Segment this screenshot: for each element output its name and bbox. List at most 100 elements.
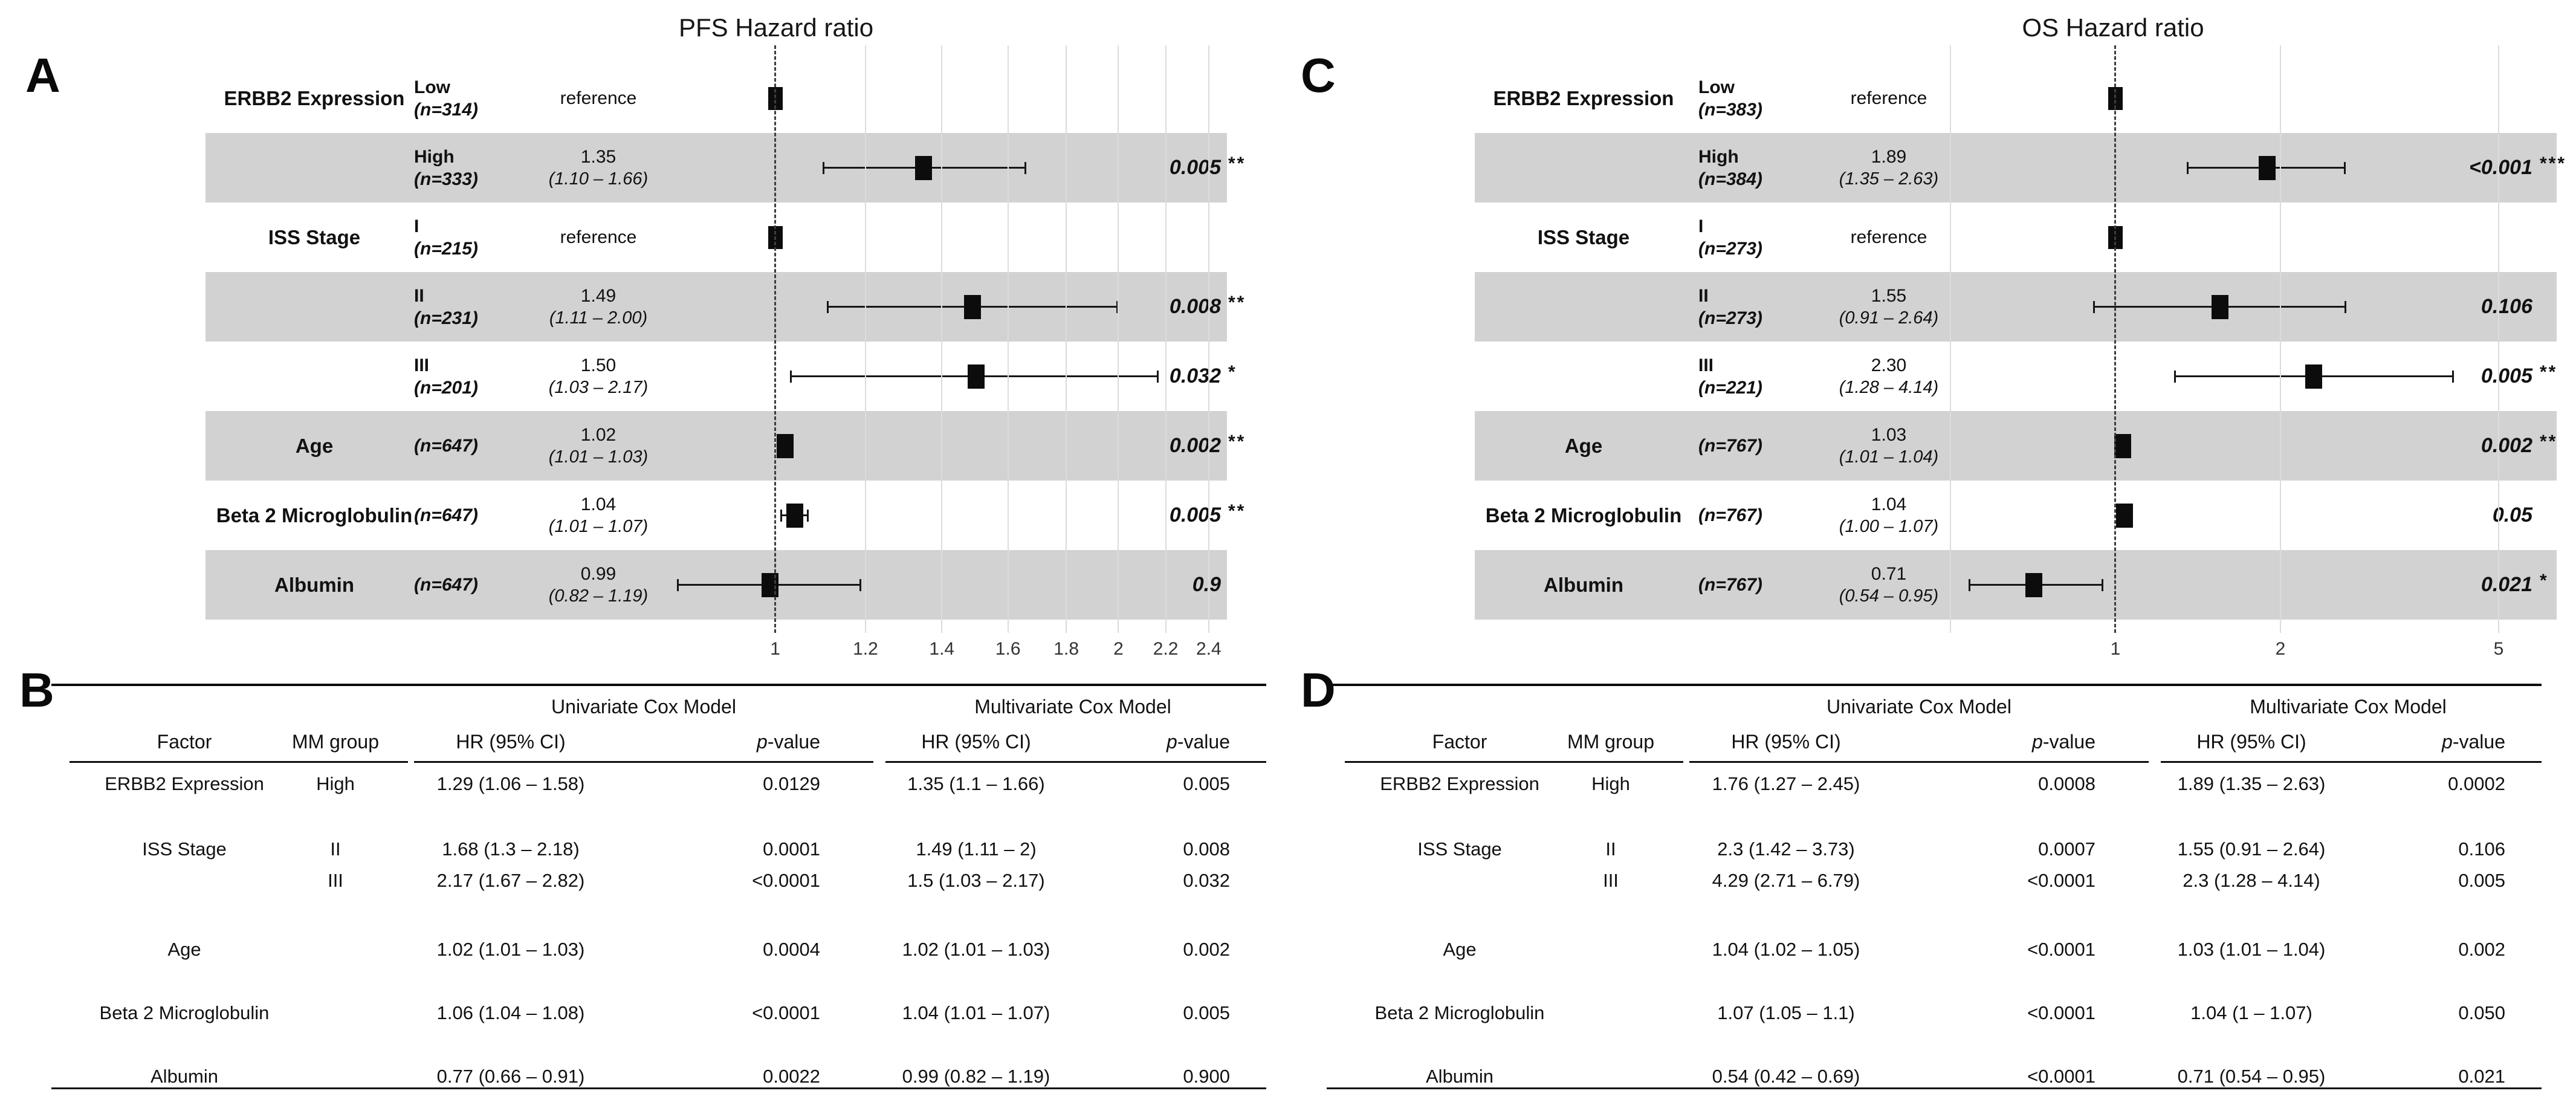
sample-size: (n=273) (1698, 308, 1762, 328)
p-value: <0.001 (2469, 156, 2532, 179)
column-header: HR (95% CI) (2196, 731, 2306, 753)
table-top-rule (1327, 684, 2542, 686)
ci-cap-left (789, 370, 792, 383)
stars-text: *** (2540, 153, 2567, 173)
table-cell: High (316, 773, 355, 794)
hr-value: 1.04 (1871, 494, 1907, 514)
factor-label: ISS Stage (1537, 225, 1630, 248)
ci-value: (1.11 – 2.00) (549, 308, 648, 328)
group-cell: (n=767) (1698, 411, 1810, 481)
group-cell: (n=647) (414, 411, 526, 481)
forest-marker (762, 572, 779, 597)
hr-value: 1.89 (1871, 146, 1907, 167)
table-cell: 0.0008 (2038, 773, 2095, 794)
factor-label: ERBB2 Expression (1493, 86, 1674, 109)
ci-cap-left (822, 161, 824, 174)
group-cell: II (n=231) (414, 272, 526, 342)
table-cell: <0.0001 (2027, 870, 2095, 891)
group-cell: I (n=215) (414, 202, 526, 272)
group-label: High (1698, 146, 1739, 167)
forest-row: III (n=221) 2.30 (1.28 – 4.14) 0.005 ** (1475, 342, 2557, 411)
axis-tick-label: 1 (2110, 639, 2121, 659)
table-cell: Beta 2 Microglobulin (1374, 1002, 1545, 1023)
hr-value: reference (560, 88, 637, 108)
factor-label: Albumin (1544, 573, 1623, 596)
hr-cell: 1.49 (1.11 – 2.00) (523, 272, 674, 342)
sample-size: (n=647) (414, 436, 478, 456)
factor-label: Age (295, 434, 334, 457)
factor-label: Albumin (274, 573, 354, 596)
stars-text: * (2540, 570, 2549, 591)
table-cell: 1.35 (1.1 – 1.66) (907, 773, 1045, 794)
table-cell: 0.002 (2458, 939, 2505, 960)
table-cell: ERBB2 Expression (105, 773, 264, 794)
table-cell: 0.008 (1183, 838, 1230, 860)
sample-size: (n=231) (414, 308, 478, 328)
table-cell: 0.0002 (2448, 773, 2505, 794)
column-header: HR (95% CI) (921, 731, 1031, 753)
forest-row: Age (n=647) 1.02 (1.01 – 1.03) 0.002 ** (205, 411, 1244, 481)
hr-value: 1.49 (580, 285, 616, 306)
p-header-italic: p (2442, 731, 2453, 753)
table-cell: 0.021 (2458, 1066, 2505, 1087)
table-cell: 0.71 (0.54 – 0.95) (2177, 1066, 2326, 1087)
stars-text: ** (1228, 153, 1246, 173)
ci-cap-right (1116, 300, 1119, 313)
hr-value: 2.30 (1871, 355, 1907, 375)
ci-cap-left (780, 509, 782, 522)
column-header: Factor (157, 731, 212, 753)
axis-tick-label: 2 (2275, 639, 2286, 659)
ci-cap-right (2343, 161, 2346, 174)
forest-row: High (n=333) 1.35 (1.10 – 1.66) 0.005 ** (205, 133, 1244, 202)
pfs-forest-plot: PFS Hazard ratio 1 1.2 1.4 1.6 1.8 2 2.2 2.4 ERB… (18, 0, 1251, 668)
forest-row: III (n=201) 1.50 (1.03 – 2.17) 0.032 * (205, 342, 1235, 411)
group-cell: Low (n=314) (414, 63, 526, 133)
table-bottom-rule (51, 1087, 1266, 1089)
ci-cap-left (2092, 300, 2095, 313)
hr-cell: 0.71 (0.54 – 0.95) (1810, 550, 1967, 620)
forest-plot-area (671, 272, 1227, 342)
panel-label-a: A (25, 48, 60, 102)
factor-label: ISS Stage (268, 225, 361, 248)
group-cell: I (n=273) (1698, 202, 1810, 272)
ci-cap-left (2187, 161, 2189, 174)
hr-value: 1.35 (580, 146, 616, 167)
hr-value: 1.04 (580, 494, 616, 514)
forest-row: Albumin (n=647) 0.99 (0.82 – 1.19) 0.9 (205, 550, 1227, 620)
ci-value: (1.03 – 2.17) (548, 377, 649, 397)
forest-marker (776, 433, 794, 458)
significance-stars: ** (1228, 481, 1246, 550)
plot-grid-layer: 1 2 5 (1934, 45, 2557, 668)
forest-marker (964, 294, 982, 319)
group-cell: II (n=273) (1698, 272, 1810, 342)
gridline (864, 45, 866, 633)
table-cell: 1.55 (0.91 – 2.64) (2177, 838, 2326, 860)
group-label: Low (1698, 77, 1735, 97)
significance-stars: * (1228, 342, 1237, 411)
forest-marker (2114, 433, 2131, 458)
ci-value: (1.01 – 1.03) (548, 447, 649, 467)
table-cell: 0.0004 (763, 939, 820, 960)
table-cell: 0.900 (1183, 1066, 1230, 1087)
table-cell: ISS Stage (142, 838, 227, 860)
table-cell: 0.0022 (763, 1066, 820, 1087)
hr-cell: 1.55 (0.91 – 2.64) (1810, 272, 1967, 342)
forest-plot-area (671, 411, 1227, 481)
forest-plot-area (671, 550, 1227, 620)
gridline (2497, 45, 2499, 633)
hr-cell: 1.03 (1.01 – 1.04) (1810, 411, 1967, 481)
ci-value: (1.01 – 1.04) (1839, 447, 1939, 467)
p-header-rest: -value (2452, 731, 2505, 753)
table-top-rule (51, 684, 1266, 686)
table-cell: 0.032 (1183, 870, 1230, 891)
gridline (1949, 45, 1951, 633)
table-cell: 0.99 (0.82 – 1.19) (902, 1066, 1050, 1087)
significance-stars: ** (1228, 272, 1246, 342)
panel-label-d: D (1301, 663, 1336, 717)
group-cell: III (n=201) (414, 342, 526, 411)
group-cell: (n=767) (1698, 550, 1810, 620)
group-label: I (414, 216, 419, 236)
ci-value: (0.82 – 1.19) (548, 586, 649, 606)
table-cell: II (1605, 838, 1616, 860)
